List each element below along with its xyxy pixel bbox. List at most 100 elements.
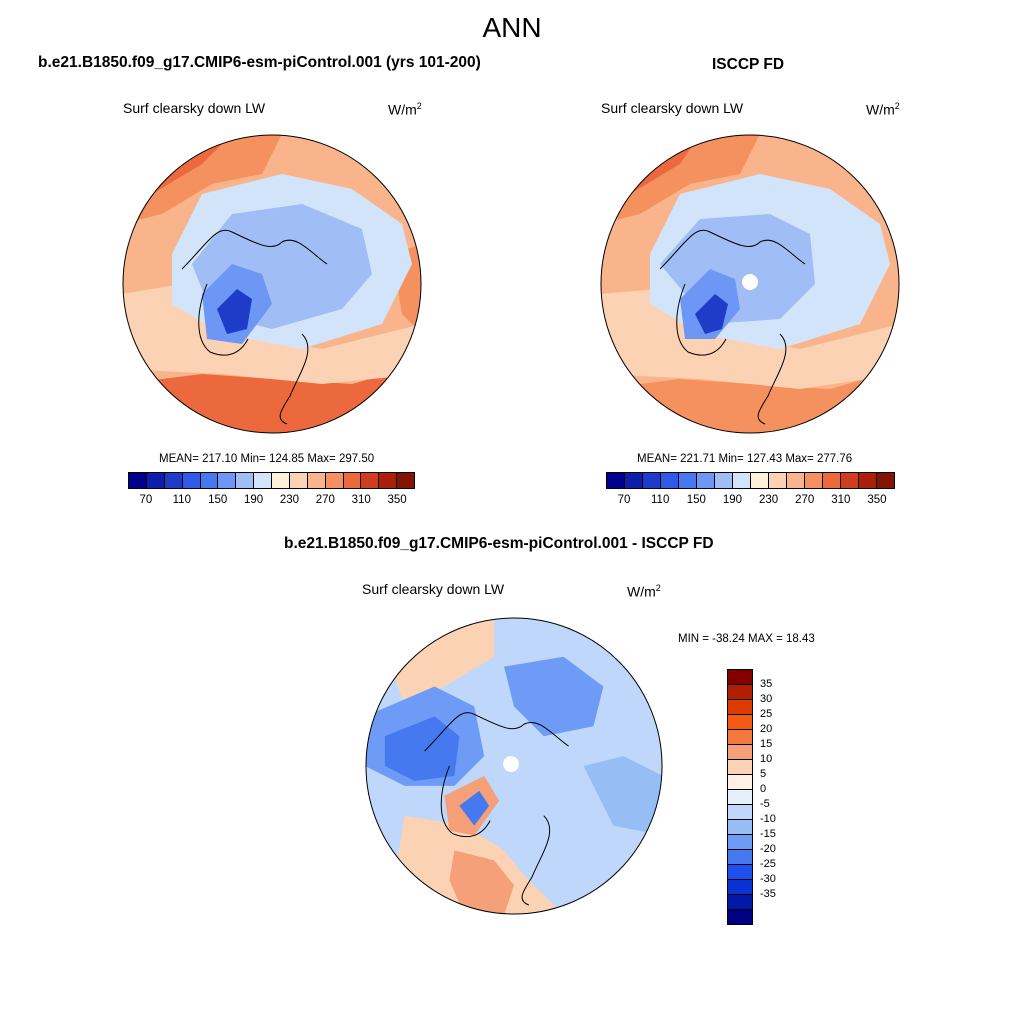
model-units-label: W/m2: [388, 101, 422, 118]
obs-greenland-core: [695, 294, 728, 334]
diff-cool-patch-greenland: [459, 790, 490, 826]
obs-variable-label: Surf clearsky down LW: [601, 100, 744, 116]
colorbar-cell: [841, 473, 859, 488]
obs-panel-title: ISCCP FD: [712, 56, 785, 73]
colorbar-cell: [728, 850, 752, 865]
colorbar-cell: [728, 775, 752, 790]
colorbar-cell: [805, 473, 823, 488]
model-coastline-1: [181, 229, 328, 270]
colorbar-tick-label: 350: [387, 494, 407, 506]
colorbar-cell: [751, 473, 769, 488]
colorbar-cell: [164, 473, 183, 488]
colorbar-tick-label: 5: [760, 768, 767, 780]
figure-title: ANN: [482, 12, 542, 43]
colorbar-cell: [361, 473, 380, 488]
colorbar-tick-label: -15: [760, 828, 776, 840]
colorbar-cell: [823, 473, 841, 488]
colorbar-cell: [254, 473, 272, 488]
obs-stats: MEAN= 221.71 Min= 127.43 Max= 277.76: [637, 453, 853, 465]
diff-map-border: [365, 617, 663, 915]
colorbar-tick-label: 10: [760, 753, 773, 765]
colorbar-cell: [728, 880, 752, 895]
colorbar-cell: [343, 473, 362, 488]
colorbar-tick-label: -35: [760, 888, 776, 900]
colorbar-tick-label: 270: [795, 494, 815, 506]
colorbar-cell: [769, 473, 787, 488]
colorbar-cell: [728, 700, 752, 715]
colorbar-tick-label: 110: [172, 494, 191, 506]
colorbar-cell: [218, 473, 237, 488]
colorbar-cell: [661, 473, 679, 488]
colorbar-tick-label: -10: [760, 813, 776, 825]
colorbar-cell: [728, 730, 752, 745]
colorbar-tick-label: 15: [760, 738, 773, 750]
colorbar-tick-label: 30: [760, 693, 773, 705]
colorbar-tick-label: 70: [139, 494, 153, 506]
colorbar-cell: [272, 473, 290, 488]
colorbar-tick-label: -30: [760, 873, 776, 885]
diff-cool-region-north: [504, 656, 604, 737]
diff-panel-title: b.e21.B1850.f09_g17.CMIP6-esm-piControl.…: [284, 535, 714, 552]
obs-map-border: [600, 134, 900, 434]
colorbar-cell: [146, 473, 165, 488]
colorbar-cell: [728, 835, 752, 850]
colorbar-tick-label: 0: [760, 783, 767, 795]
colorbar-cell: [697, 473, 715, 488]
colorbar-cell: [728, 820, 752, 835]
colorbar-tick-label: 230: [279, 494, 300, 506]
obs-coastline-1: [659, 229, 806, 270]
colorbar-cell: [728, 685, 752, 700]
colorbar-tick-label: 350: [867, 494, 887, 506]
colorbar-cell: [715, 473, 733, 488]
diff-coastline-1: [424, 712, 569, 752]
colorbar-cell: [728, 805, 752, 820]
colorbar-cell: [307, 473, 326, 488]
colorbar-cell: [289, 473, 308, 488]
colorbar-cell: [728, 790, 752, 805]
colorbar-cell: [728, 760, 752, 775]
colorbar-cell: [728, 670, 752, 685]
colorbar-tick-label: 110: [651, 494, 670, 506]
diff-coastline-3: [440, 765, 491, 838]
colorbar-tick-label: 310: [831, 494, 851, 506]
colorbar-tick-label: 35: [760, 678, 773, 690]
colorbar-tick-label: 70: [617, 494, 631, 506]
colorbar-tick-label: -5: [760, 798, 770, 810]
model-greenland-core: [217, 289, 252, 334]
colorbar-cell: [787, 473, 805, 488]
diff-units-label: W/m2: [627, 583, 661, 600]
colorbar-tick-label: -25: [760, 858, 776, 870]
diff-colorbar: [727, 669, 753, 925]
model-map-border: [122, 134, 422, 434]
colorbar-tick-label: 150: [208, 494, 228, 506]
obs-units-label: W/m2: [866, 101, 900, 118]
colorbar-cell: [182, 473, 201, 488]
diff-polar-map: [365, 617, 663, 915]
colorbar-cell: [728, 895, 752, 910]
model-colorbar: [128, 472, 415, 489]
model-panel-title: b.e21.B1850.f09_g17.CMIP6-esm-piControl.…: [38, 54, 481, 71]
colorbar-tick-label: 20: [760, 723, 773, 735]
obs-coastline-3: [676, 283, 727, 356]
colorbar-tick-label: 25: [760, 708, 773, 720]
colorbar-cell: [679, 473, 697, 488]
colorbar-cell: [859, 473, 877, 488]
colorbar-cell: [236, 473, 255, 488]
diff-stats: MIN = -38.24 MAX = 18.43: [678, 633, 815, 645]
diff-warm-region-nw: [394, 617, 495, 707]
colorbar-cell: [607, 473, 625, 488]
diff-pole-hole: [503, 756, 519, 772]
colorbar-cell: [379, 473, 398, 488]
colorbar-tick-label: 150: [686, 494, 706, 506]
diff-variable-label: Surf clearsky down LW: [362, 581, 505, 597]
model-coastline-3: [198, 283, 249, 356]
model-variable-label: Surf clearsky down LW: [123, 100, 266, 116]
colorbar-cell: [200, 473, 219, 488]
colorbar-tick-label: 190: [243, 494, 264, 506]
colorbar-tick-label: 310: [351, 494, 371, 506]
colorbar-cell: [877, 473, 894, 488]
colorbar-tick-label: 190: [722, 494, 743, 506]
colorbar-cell: [397, 473, 414, 488]
model-polar-map: [122, 134, 422, 434]
model-coastline-2: [279, 333, 309, 425]
